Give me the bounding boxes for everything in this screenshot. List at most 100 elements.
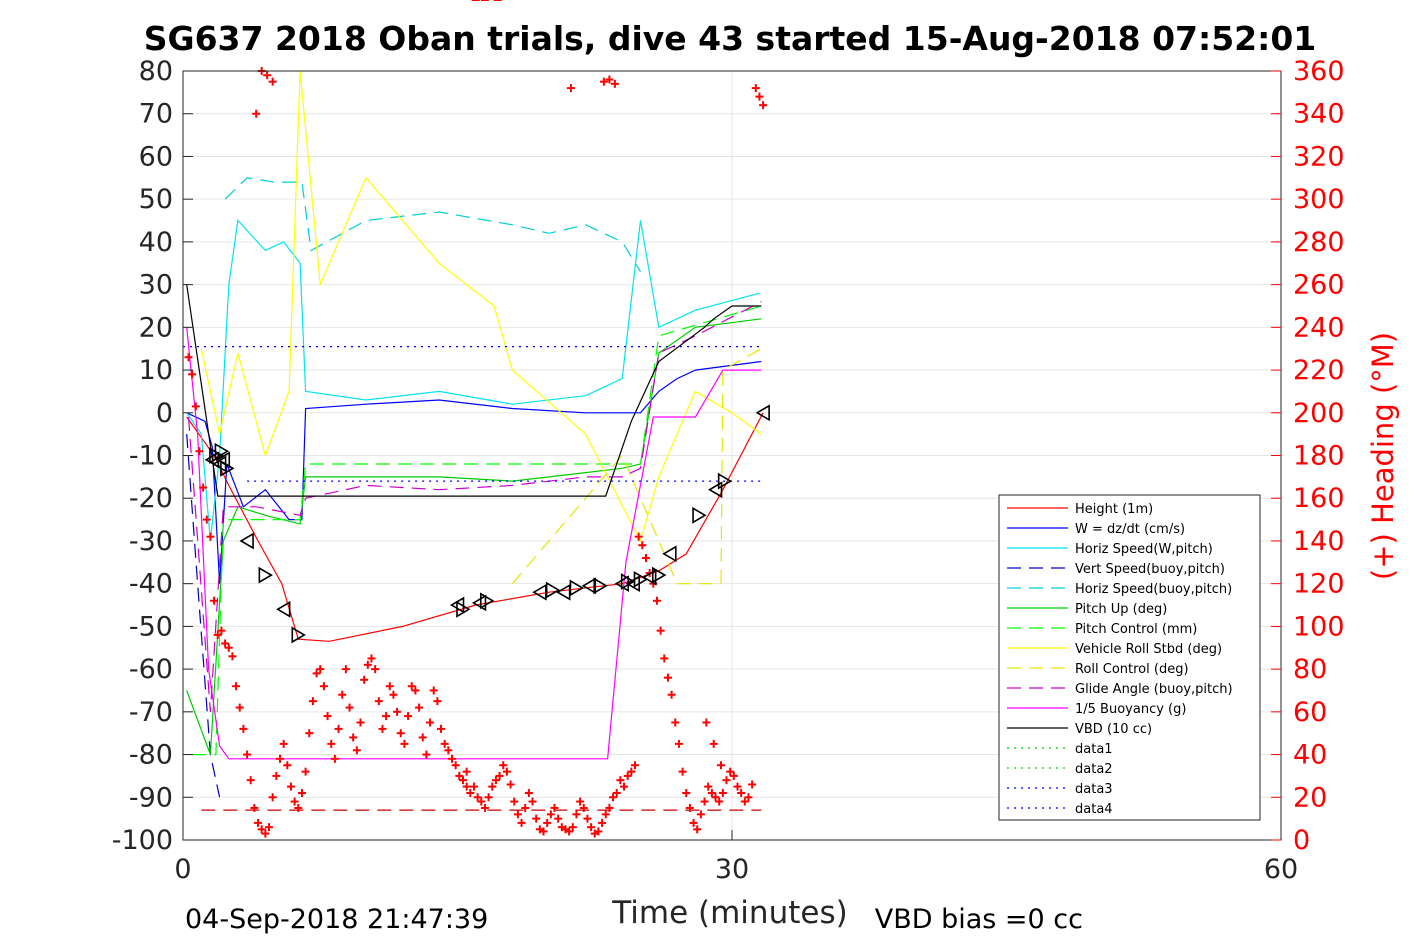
heading-point [726, 767, 735, 776]
heading-point [539, 827, 548, 836]
heading-point [568, 823, 577, 832]
heading-point [224, 643, 233, 652]
triangle-marker [545, 581, 561, 599]
triangle-marker [456, 600, 471, 618]
heading-point [312, 669, 321, 678]
heading-point [469, 782, 478, 791]
heading-point [301, 767, 310, 776]
series-line-height-1m [186, 412, 764, 642]
heading-point [462, 782, 471, 791]
heading-point [663, 673, 672, 682]
heading-point [631, 761, 640, 770]
right-y-axis: 3603403203002802602402202001801601401201… [1271, 56, 1345, 856]
heading-point [488, 782, 497, 791]
right-tick-label: 340 [1293, 99, 1345, 130]
heading-point [458, 776, 467, 785]
legend-label: data3 [1075, 782, 1113, 797]
left-tick-label: -20 [129, 483, 173, 514]
heading-point [297, 789, 306, 798]
heading-point [246, 776, 255, 785]
x-tick-label: 60 [1264, 854, 1298, 885]
heading-point [213, 630, 222, 639]
heading-point [235, 703, 244, 712]
heading-point [404, 712, 413, 721]
heading-point [199, 483, 208, 492]
heading-point [232, 682, 241, 691]
triangle-marker [556, 583, 571, 601]
heading-point [634, 532, 643, 541]
heading-point [349, 733, 358, 742]
heading-point [261, 829, 270, 838]
heading-point [338, 690, 347, 699]
heading-point [239, 724, 248, 733]
heading-point [546, 810, 555, 819]
x-tick-label: 0 [174, 854, 191, 885]
triangle-marker [717, 472, 733, 490]
heading-point [305, 729, 314, 738]
heading-point [554, 814, 563, 823]
heading-point [308, 697, 317, 706]
heading-point [268, 793, 277, 802]
right-tick-label: 260 [1293, 270, 1345, 301]
heading-point [356, 718, 365, 727]
heading-point [254, 818, 263, 827]
chart-title: SG637 2018 Oban trials, dive 43 started … [144, 19, 1317, 58]
legend-label: Pitch Up (deg) [1075, 602, 1167, 617]
right-tick-label: 100 [1293, 611, 1345, 642]
heading-point [521, 803, 530, 812]
heading-point [400, 739, 409, 748]
heading-point [484, 793, 493, 802]
heading-point [510, 797, 519, 806]
heading-point [616, 776, 625, 785]
heading-point [473, 793, 482, 802]
legend-label: VBD (10 cc) [1075, 722, 1152, 737]
heading-point [718, 789, 727, 798]
heading-point [495, 771, 504, 780]
left-tick-label: 0 [156, 398, 173, 429]
heading-point [444, 746, 453, 755]
heading-point [576, 797, 585, 806]
heading-point [382, 712, 391, 721]
left-tick-label: 30 [139, 270, 173, 301]
heading-point [440, 739, 449, 748]
left-tick-label: -80 [129, 740, 173, 771]
heading-point [437, 724, 446, 733]
heading-point [466, 789, 475, 798]
heading-point [671, 718, 680, 727]
left-tick-label: -70 [129, 697, 173, 728]
heading-point [243, 750, 252, 759]
left-tick-label: -30 [129, 526, 173, 557]
series-line-vehicle-roll-stbd-deg [200, 70, 762, 543]
x-axis: 0 30 60 [174, 830, 1298, 885]
heading-point [294, 803, 303, 812]
triangle-marker [707, 481, 723, 499]
heading-point [290, 797, 299, 806]
legend-label: data2 [1075, 762, 1113, 777]
heading-point [513, 810, 522, 819]
heading-point [605, 75, 614, 84]
triangle-marker [620, 573, 636, 590]
left-tick-label: -40 [129, 569, 173, 600]
triangle-marker [276, 600, 291, 618]
heading-point [352, 746, 361, 755]
left-tick-label: 60 [139, 141, 173, 172]
heading-point [693, 825, 702, 834]
heading-point [462, 767, 471, 776]
x-tick-label: 30 [715, 854, 749, 885]
heading-point [722, 776, 731, 785]
legend-label: Pitch Control (mm) [1075, 622, 1197, 637]
heading-point [502, 767, 511, 776]
heading-point [371, 665, 380, 674]
heading-point [759, 101, 768, 110]
series-line-glide-angle-buoy-pitch [187, 301, 762, 712]
legend-label: Vehicle Roll Stbd (deg) [1075, 642, 1222, 657]
right-tick-label: 220 [1293, 355, 1345, 386]
left-tick-label: 50 [139, 184, 173, 215]
heading-point [599, 77, 608, 86]
right-tick-label: 300 [1293, 184, 1345, 215]
heading-point [265, 823, 274, 832]
heading-point [275, 754, 284, 763]
heading-point [579, 803, 588, 812]
heading-point [717, 761, 726, 770]
